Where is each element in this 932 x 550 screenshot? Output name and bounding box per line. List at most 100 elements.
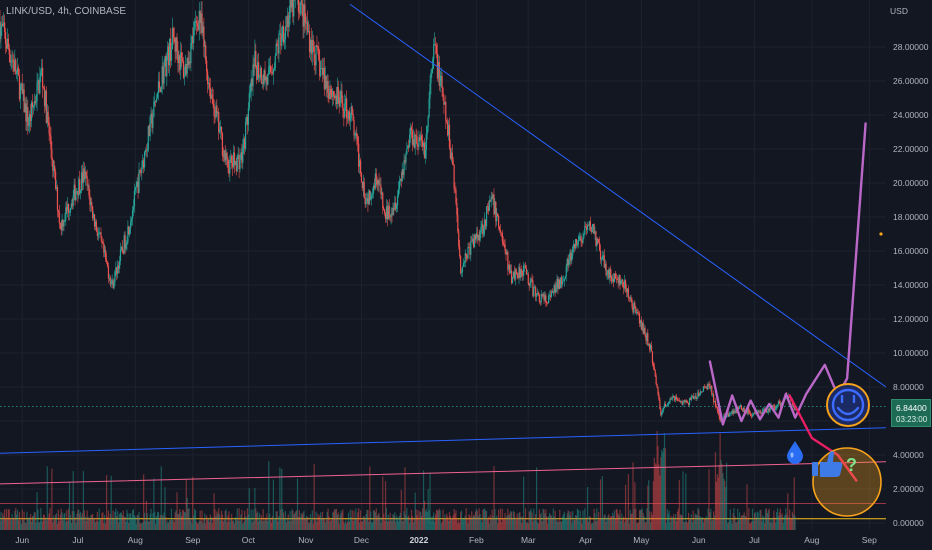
candle-body xyxy=(391,213,393,215)
volume-bar xyxy=(355,508,357,530)
candle-body xyxy=(385,206,388,220)
x-tick-label: Aug xyxy=(804,535,819,545)
volume-bar xyxy=(357,512,359,530)
volume-bar xyxy=(333,509,336,530)
candle-body xyxy=(648,344,650,345)
candle-body xyxy=(754,412,756,414)
volume-bar xyxy=(231,514,233,530)
volume-bar xyxy=(3,515,5,530)
candle-body xyxy=(168,46,170,66)
candle-body xyxy=(224,150,226,161)
candle-body xyxy=(554,285,556,293)
volume-bar xyxy=(354,519,356,530)
volume-bar xyxy=(749,523,751,530)
volume-bar xyxy=(662,452,664,530)
volume-bar xyxy=(76,513,78,530)
question-mark-icon: ? xyxy=(846,455,857,475)
candle-body xyxy=(608,269,610,278)
volume-bar xyxy=(225,509,227,530)
volume-bar xyxy=(279,467,281,530)
candle-body xyxy=(633,302,635,313)
volume-bar xyxy=(13,518,15,530)
candle-body xyxy=(257,62,260,78)
volume-bar xyxy=(728,518,730,530)
volume-bar xyxy=(204,513,206,530)
candle-body xyxy=(480,227,482,232)
volume-bar xyxy=(612,515,615,530)
volume-bar xyxy=(597,520,599,530)
candle-body xyxy=(362,181,364,188)
volume-bar xyxy=(745,516,747,530)
candle-body xyxy=(376,180,378,185)
candle-body xyxy=(623,287,625,289)
candle-body xyxy=(691,395,693,397)
candle-body xyxy=(265,77,267,81)
volume-bar xyxy=(380,523,382,530)
candle-body xyxy=(356,133,358,137)
candle-body xyxy=(160,85,162,93)
candle-body xyxy=(574,244,576,249)
volume-bar xyxy=(605,521,607,530)
candle-body xyxy=(759,411,761,413)
volume-bar xyxy=(386,521,388,530)
candle-body xyxy=(271,72,274,74)
volume-bar xyxy=(516,513,518,530)
candle-body xyxy=(727,413,730,417)
volume-bar xyxy=(55,514,57,530)
candle-body xyxy=(342,103,344,111)
candle-body xyxy=(425,133,427,151)
volume-bar xyxy=(77,510,79,530)
volume-bar xyxy=(789,519,792,530)
candle-body xyxy=(329,88,331,99)
volume-bar xyxy=(75,522,77,530)
candle-body xyxy=(535,287,537,297)
candle-body xyxy=(662,408,665,411)
candle-body xyxy=(632,307,634,313)
candle-body xyxy=(767,409,769,413)
candle-body xyxy=(580,236,582,241)
volume-bar xyxy=(118,522,120,530)
candle-body xyxy=(505,250,507,255)
candle-body xyxy=(384,209,386,214)
volume-bar xyxy=(301,514,303,530)
volume-bar xyxy=(331,518,333,530)
volume-bar xyxy=(371,522,374,530)
volume-bar xyxy=(140,523,142,530)
volume-bar xyxy=(405,514,407,530)
volume-bar xyxy=(260,514,262,530)
volume-bar xyxy=(257,521,260,530)
volume-bar xyxy=(610,516,612,530)
volume-bar xyxy=(723,478,725,530)
volume-bar xyxy=(85,520,87,530)
volume-bar xyxy=(566,513,568,530)
candle-body xyxy=(589,221,591,230)
candle-body xyxy=(109,277,111,285)
volume-bar xyxy=(203,518,205,530)
volume-bar xyxy=(160,466,162,530)
volume-bar xyxy=(312,523,314,530)
candle-body xyxy=(697,392,699,398)
candle-body xyxy=(223,150,225,158)
volume-bar xyxy=(619,509,621,530)
x-tick-label: Feb xyxy=(469,535,484,545)
volume-bar xyxy=(661,449,663,530)
candle-body xyxy=(210,94,212,99)
candle-body xyxy=(593,224,595,234)
candle-body xyxy=(2,24,4,27)
volume-bar xyxy=(417,510,419,530)
candle-body xyxy=(661,412,663,416)
volume-bar xyxy=(43,515,46,530)
volume-bar xyxy=(429,472,431,530)
candle-body xyxy=(567,259,569,266)
candle-body xyxy=(496,213,498,222)
drop-icon-shine xyxy=(790,452,794,458)
volume-bar xyxy=(238,508,240,530)
volume-bar xyxy=(31,516,34,530)
volume-bar xyxy=(557,520,559,530)
candle-body xyxy=(76,191,78,193)
volume-bar xyxy=(604,514,606,530)
volume-bar xyxy=(726,523,729,530)
volume-bar xyxy=(26,511,28,530)
volume-bar xyxy=(742,515,744,530)
